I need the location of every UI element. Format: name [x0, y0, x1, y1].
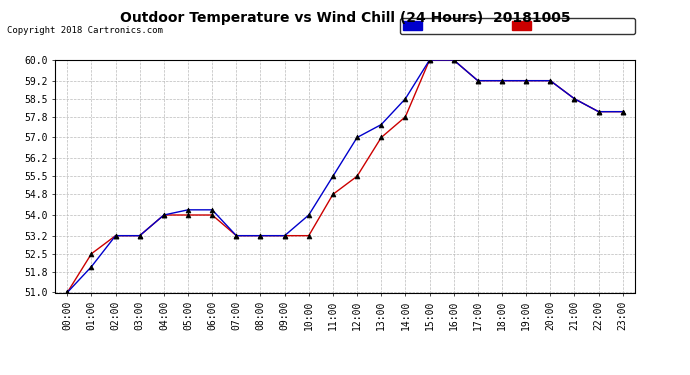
Legend: Wind Chill  (°F), Temperature  (°F): Wind Chill (°F), Temperature (°F) [400, 18, 635, 34]
Text: Outdoor Temperature vs Wind Chill (24 Hours)  20181005: Outdoor Temperature vs Wind Chill (24 Ho… [119, 11, 571, 25]
Text: Copyright 2018 Cartronics.com: Copyright 2018 Cartronics.com [7, 26, 163, 35]
